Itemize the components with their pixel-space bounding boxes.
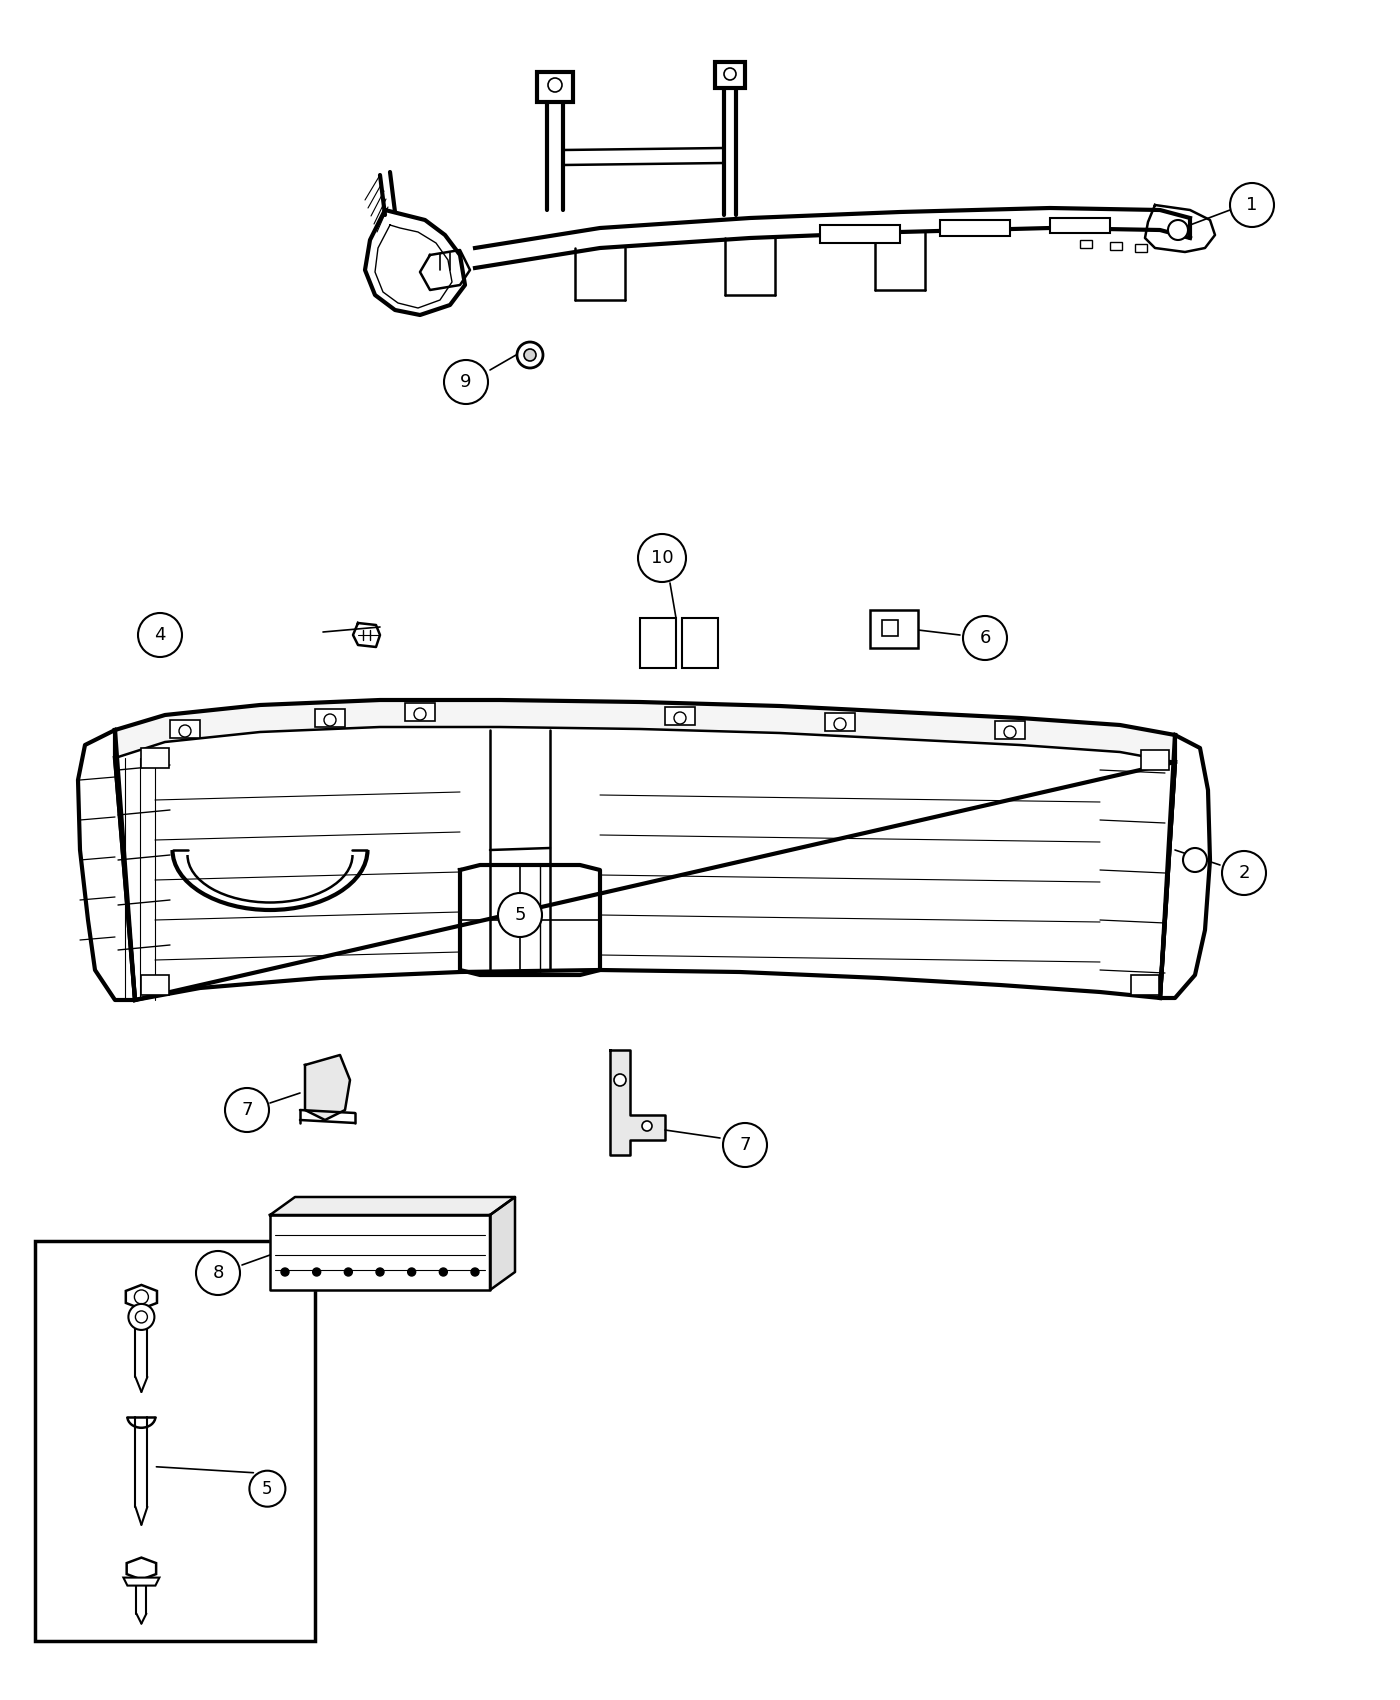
Circle shape [414, 707, 426, 721]
Circle shape [524, 348, 536, 360]
Text: 2: 2 [1238, 864, 1250, 882]
Polygon shape [610, 1051, 665, 1154]
Polygon shape [115, 700, 1175, 762]
Circle shape [134, 1290, 148, 1304]
Circle shape [129, 1304, 154, 1329]
Circle shape [1222, 852, 1266, 894]
Bar [995, 721, 1025, 740]
Text: 6: 6 [980, 629, 991, 648]
Circle shape [834, 717, 846, 729]
Circle shape [638, 534, 686, 581]
Circle shape [136, 1311, 147, 1323]
Circle shape [179, 724, 190, 738]
Polygon shape [115, 728, 1175, 1000]
Bar [939, 219, 1009, 236]
Polygon shape [305, 1056, 350, 1120]
Polygon shape [365, 211, 465, 314]
Bar [682, 619, 718, 668]
Text: 10: 10 [651, 549, 673, 568]
Text: 5: 5 [514, 906, 526, 925]
Circle shape [281, 1268, 288, 1277]
Polygon shape [126, 1285, 157, 1309]
Bar [640, 619, 676, 668]
Circle shape [139, 614, 182, 656]
Circle shape [615, 1074, 626, 1086]
Text: 1: 1 [1246, 196, 1257, 214]
Bar [35, 1241, 315, 1640]
Circle shape [377, 1268, 384, 1277]
Circle shape [1183, 848, 1207, 872]
Circle shape [498, 892, 542, 937]
Bar [1050, 218, 1110, 233]
Polygon shape [126, 1557, 157, 1579]
Circle shape [470, 1268, 479, 1277]
Circle shape [1231, 184, 1274, 228]
Bar [1131, 976, 1159, 994]
Circle shape [323, 714, 336, 726]
Polygon shape [270, 1197, 515, 1216]
Bar [538, 71, 573, 102]
Bar [715, 61, 745, 88]
Circle shape [312, 1268, 321, 1277]
Text: 7: 7 [241, 1102, 253, 1119]
Text: 5: 5 [262, 1479, 273, 1498]
Text: 4: 4 [154, 626, 165, 644]
Circle shape [440, 1268, 448, 1277]
Polygon shape [270, 1216, 490, 1290]
Bar [169, 721, 200, 738]
Bar [141, 976, 169, 994]
Bar [665, 707, 694, 724]
Bar [405, 704, 435, 721]
Circle shape [1168, 219, 1189, 240]
Text: 7: 7 [739, 1136, 750, 1154]
Circle shape [722, 1124, 767, 1166]
Circle shape [673, 712, 686, 724]
Circle shape [517, 342, 543, 367]
Bar [1135, 245, 1147, 252]
Bar [1110, 241, 1121, 250]
Circle shape [547, 78, 561, 92]
Circle shape [344, 1268, 353, 1277]
Circle shape [249, 1470, 286, 1506]
Bar [882, 620, 897, 636]
Bar [820, 224, 900, 243]
Circle shape [407, 1268, 416, 1277]
Circle shape [963, 615, 1007, 660]
Bar [1079, 240, 1092, 248]
Circle shape [196, 1251, 239, 1295]
Polygon shape [123, 1578, 160, 1586]
Polygon shape [1145, 206, 1215, 252]
Bar [869, 610, 918, 648]
Bar [141, 748, 169, 768]
Text: 8: 8 [213, 1265, 224, 1282]
Text: 9: 9 [461, 372, 472, 391]
Bar [825, 712, 855, 731]
Polygon shape [490, 1197, 515, 1290]
Circle shape [1004, 726, 1016, 738]
Bar [1141, 750, 1169, 770]
Circle shape [225, 1088, 269, 1132]
Bar [315, 709, 344, 728]
Circle shape [643, 1120, 652, 1130]
Circle shape [444, 360, 489, 405]
Circle shape [724, 68, 736, 80]
